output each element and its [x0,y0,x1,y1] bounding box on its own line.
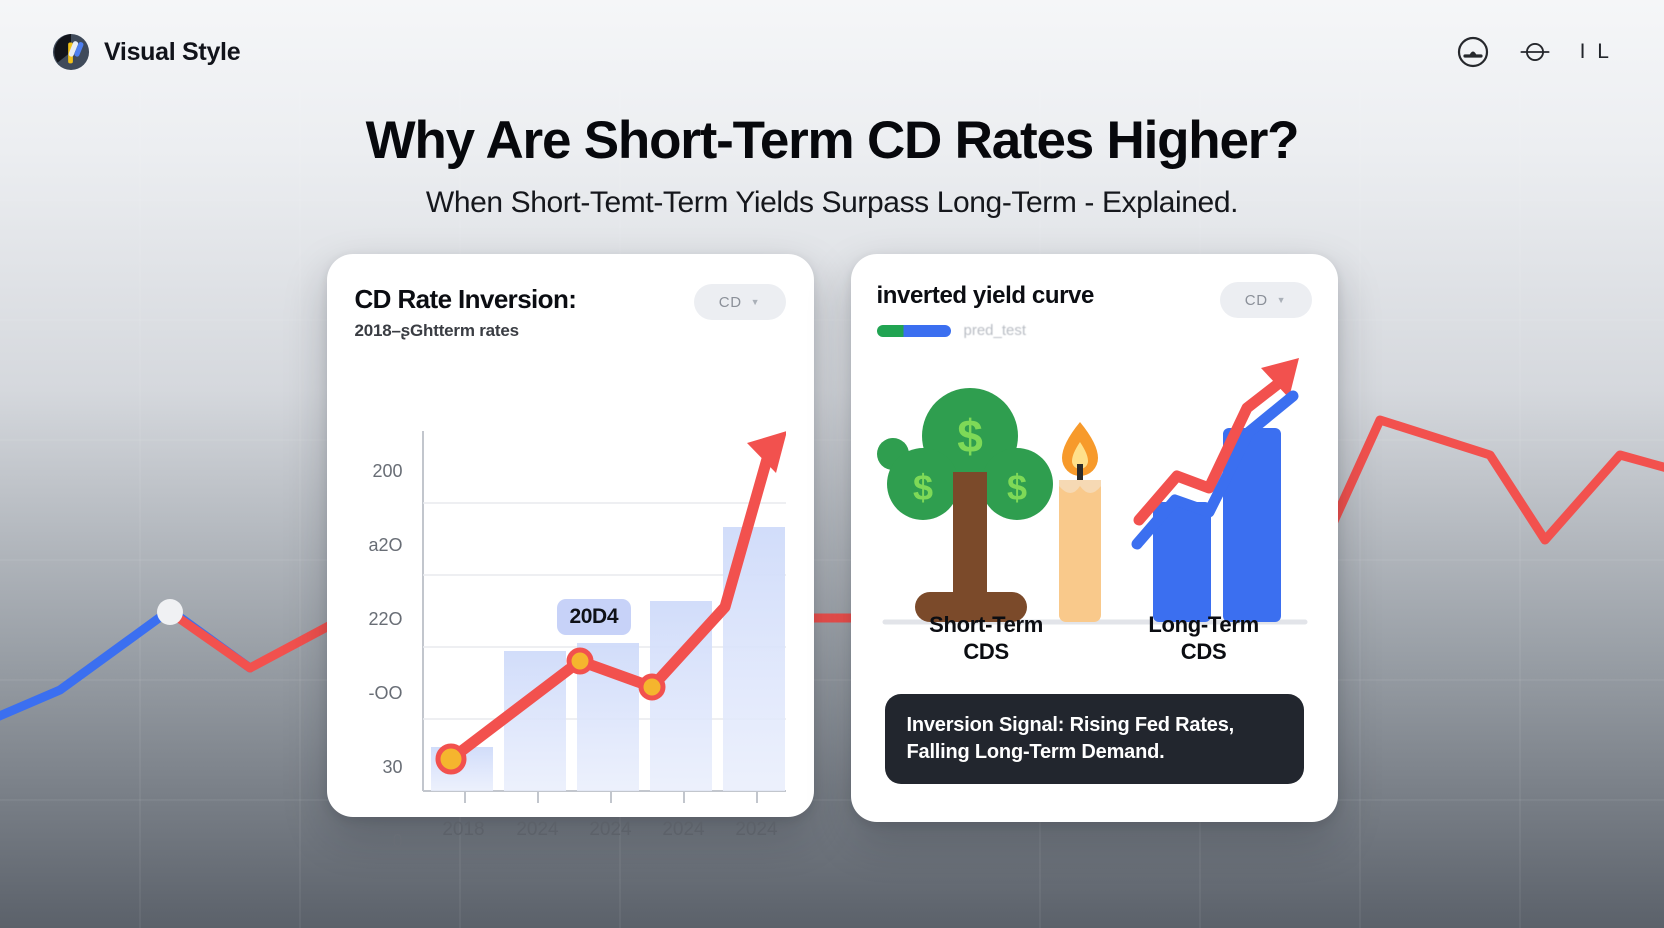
value-badge: 20D4 [556,599,632,635]
svg-text:$: $ [912,467,932,508]
circle-upload-icon[interactable] [1456,35,1490,69]
category-long-term-line1: Long-Term [1148,612,1259,637]
xtick-0: 2018 [442,819,485,840]
left-card-subtitle: 2018–ʂGhtterm rates [354,321,520,340]
right-selector-label: CD [1244,291,1268,309]
banner-line-2: Falling Long-Term Demand. [906,741,1165,763]
page-title: Why Are Short-Term CD Rates Higher? [365,111,1300,170]
bg-node-dot [157,599,183,625]
svg-text:$: $ [1006,467,1026,508]
red-trend-line [1133,374,1288,526]
candle-icon [1058,422,1101,622]
strikethrough-circle-icon[interactable] [1518,35,1552,69]
left-chart: 200 a2O 22O -OO 30 0 [355,349,786,851]
right-card-header: inverted yield curve pred_test CD ▼ [876,282,1312,339]
category-long-term: Long-Term CDS [1148,612,1259,666]
spiral-logo-icon [52,33,90,71]
category-short-term-line2: CDS [963,638,1009,664]
right-card-legend: pred_test [876,322,1094,339]
category-short-term-line1: Short-Term [929,612,1044,637]
marker-1 [566,647,593,675]
red-trend-arrowhead [1260,358,1299,398]
brand[interactable]: Visual Style [52,33,241,71]
right-category-labels: Short-Term CDS Long-Term CDS [877,612,1312,666]
right-bar-long [1222,428,1281,622]
right-card-title: inverted yield curve [876,282,1095,309]
svg-text:$: $ [957,410,983,462]
blue-trend-line [1131,390,1298,550]
text-glyph-icon[interactable]: I L [1579,40,1612,63]
top-icon-group: I L [1456,35,1612,69]
chevron-down-icon: ▼ [750,297,761,307]
chevron-down-icon: ▼ [1276,295,1287,305]
card-inverted-yield-curve: inverted yield curve pred_test CD ▼ [850,254,1338,822]
legend-swatch [876,324,951,337]
cards-row: CD Rate Inversion: 2018–ʂGhtterm rates C… [0,254,1664,851]
ytick-0: 200 [372,461,403,481]
left-card-header: CD Rate Inversion: 2018–ʂGhtterm rates C… [355,284,786,341]
xtick-3: 2024 [662,819,705,840]
marker-2 [638,673,665,701]
left-chart-svg [421,431,786,803]
legend-label: pred_test [963,322,1027,339]
right-illustration: $ $ $ [876,358,1307,625]
ytick-1: a2O [368,535,403,555]
ytick-4: 30 [382,757,403,777]
right-bar-short [1152,502,1211,622]
ytick-3: -OO [368,683,403,703]
top-bar: Visual Style I L [0,0,1664,104]
banner-line-1: Inversion Signal: Rising Fed Rates, [906,714,1235,736]
money-tree-icon: $ $ $ [876,388,1053,622]
xtick-4: 2024 [735,819,778,840]
category-short-term: Short-Term CDS [929,612,1043,666]
brand-name: Visual Style [104,37,241,66]
card-cd-rate-inversion: CD Rate Inversion: 2018–ʂGhtterm rates C… [326,254,814,851]
xtick-1: 2024 [516,819,559,840]
left-selector-label: CD [718,293,742,311]
trend-arrowhead [746,431,786,473]
inversion-signal-banner: Inversion Signal: Rising Fed Rates, Fall… [884,694,1304,784]
left-card-title: CD Rate Inversion: [354,284,577,314]
category-long-term-line2: CDS [1180,638,1227,664]
page-subtitle: When Short-Temt-Term Yields Surpass Long… [425,186,1239,220]
ytick-2: 22O [368,609,403,629]
left-card-selector[interactable]: CD ▼ [693,284,786,320]
xtick-2: 2024 [589,819,632,840]
ytick-5: 0 [392,831,403,851]
marker-0 [435,743,466,775]
hero-section: Why Are Short-Term CD Rates Higher? When… [0,111,1664,220]
right-card-selector[interactable]: CD ▼ [1219,282,1312,318]
